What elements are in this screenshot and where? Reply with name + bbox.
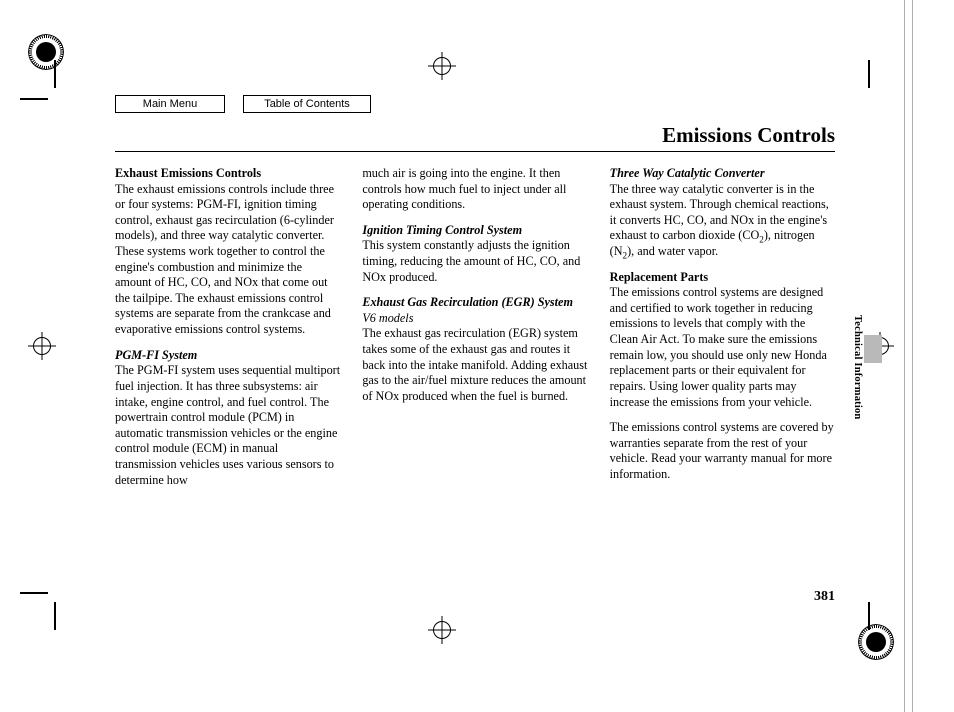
body-text: The emissions control systems are covere… [610, 420, 834, 481]
body-text: much air is going into the engine. It th… [362, 166, 566, 211]
body-text: ), and water vapor. [627, 244, 718, 258]
heading-twc: Three Way Catalytic Converter [610, 166, 765, 180]
registration-mark-icon [30, 334, 54, 358]
section-thumb-tab [864, 335, 882, 363]
body-paragraph: Exhaust Gas Recirculation (EGR) System V6… [362, 295, 587, 404]
main-menu-button[interactable]: Main Menu [115, 95, 225, 113]
body-paragraph: The emissions control systems are covere… [610, 420, 835, 482]
crop-mark [20, 592, 48, 594]
page-title: Emissions Controls [115, 123, 835, 152]
body-paragraph: Exhaust Emissions Controls The exhaust em… [115, 166, 340, 338]
body-paragraph: Replacement PartsThe emissions control s… [610, 270, 835, 410]
body-paragraph: PGM-FI SystemThe PGM-FI system uses sequ… [115, 348, 340, 488]
table-of-contents-button[interactable]: Table of Contents [243, 95, 371, 113]
body-text: The PGM-FI system uses sequential multip… [115, 363, 340, 486]
heading-exhaust-emissions: Exhaust Emissions Controls [115, 166, 261, 180]
body-text: The emissions control systems are design… [610, 285, 827, 408]
body-columns: Exhaust Emissions Controls The exhaust em… [115, 166, 835, 536]
heading-ignition-timing: Ignition Timing Control System [362, 223, 522, 237]
body-paragraph: Three Way Catalytic ConverterThe three w… [610, 166, 835, 260]
heading-replacement-parts: Replacement Parts [610, 270, 708, 284]
body-text: The exhaust emissions controls include t… [115, 182, 334, 336]
registration-mark-icon [28, 34, 64, 70]
heading-egr: Exhaust Gas Recirculation (EGR) System [362, 295, 573, 309]
page-content: Main Menu Table of Contents Emissions Co… [115, 95, 835, 575]
body-text: This system constantly adjusts the ignit… [362, 238, 580, 283]
body-paragraph: much air is going into the engine. It th… [362, 166, 587, 213]
scan-edge-line [912, 0, 913, 712]
page-number: 381 [814, 589, 835, 605]
registration-mark-icon [430, 618, 454, 642]
crop-mark [20, 98, 48, 100]
registration-mark-icon [858, 624, 894, 660]
heading-pgmfi: PGM-FI System [115, 348, 197, 362]
registration-mark-icon [430, 54, 454, 78]
crop-mark [868, 60, 870, 88]
nav-button-row: Main Menu Table of Contents [115, 95, 835, 113]
scan-edge-line [904, 0, 905, 712]
body-text: The exhaust gas recirculation (EGR) syst… [362, 326, 587, 402]
section-side-label: Technical Information [852, 315, 863, 419]
model-note: V6 models [362, 311, 413, 325]
body-paragraph: Ignition Timing Control SystemThis syste… [362, 223, 587, 285]
crop-mark [54, 602, 56, 630]
